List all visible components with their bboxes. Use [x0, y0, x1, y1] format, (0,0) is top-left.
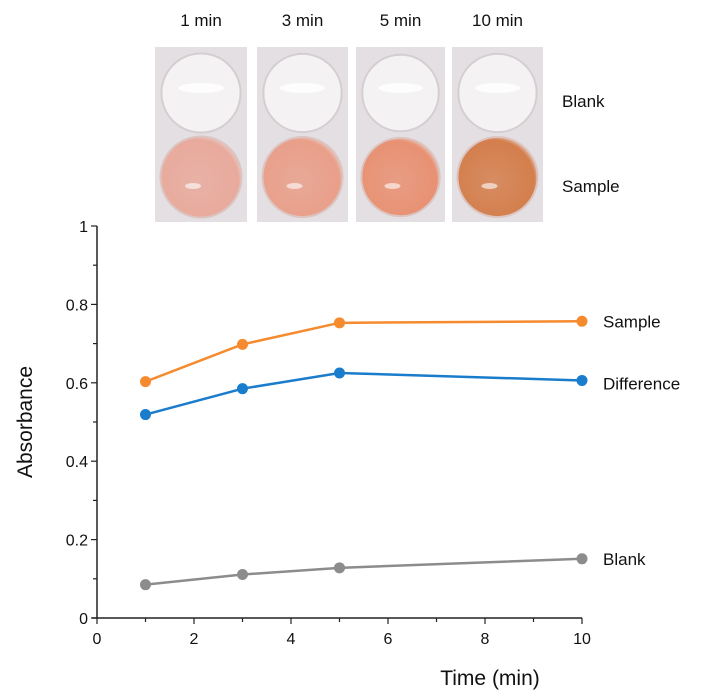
data-point-sample	[334, 317, 345, 329]
y-tick-label: 0.8	[66, 297, 88, 314]
data-point-difference	[334, 367, 345, 379]
time-label: 5 min	[380, 11, 422, 30]
y-tick-label: 0.4	[66, 454, 88, 471]
x-tick-label: 8	[481, 631, 490, 648]
x-tick-label: 0	[93, 631, 102, 648]
legend-label-difference: Difference	[603, 374, 680, 393]
x-tick-label: 2	[190, 631, 199, 648]
y-tick-label: 1	[79, 219, 88, 236]
sample-well	[159, 135, 243, 219]
data-point-blank	[237, 568, 248, 580]
time-label: 10 min	[472, 11, 523, 30]
data-point-difference	[576, 374, 588, 386]
data-point-blank	[576, 553, 588, 565]
sample-well	[261, 135, 344, 219]
data-point-sample	[576, 315, 588, 327]
data-point-difference	[140, 409, 151, 421]
data-point-sample	[140, 376, 151, 388]
series-line-difference	[145, 371, 583, 416]
y-axis-title: Absorbance	[14, 366, 37, 478]
well-highlight	[286, 183, 303, 189]
series-line-blank	[145, 557, 583, 586]
y-tick-label: 0.2	[66, 533, 88, 550]
well-highlight	[178, 83, 224, 93]
well-highlight	[481, 183, 498, 189]
data-point-blank	[334, 562, 345, 574]
row-label-blank: Blank	[562, 92, 605, 111]
time-label: 3 min	[282, 11, 324, 30]
x-tick-label: 6	[384, 631, 393, 648]
legend-label-blank: Blank	[603, 550, 646, 569]
data-point-difference	[237, 383, 248, 395]
time-label: 1 min	[180, 11, 222, 30]
row-label-sample: Sample	[562, 177, 620, 196]
data-point-blank	[140, 579, 151, 591]
data-point-sample	[237, 338, 248, 350]
sample-well	[456, 135, 539, 219]
sample-well	[360, 136, 441, 218]
legend-label-sample: Sample	[603, 312, 661, 331]
well-photo-panel: 1 min 3 min 5 min 10 min Blank Sample	[155, 11, 620, 222]
well-highlight	[384, 183, 401, 189]
x-tick-label: 10	[573, 631, 591, 648]
series-line-sample	[145, 320, 583, 383]
x-axis-title: Time (min)	[440, 667, 540, 690]
x-tick-label: 4	[287, 631, 296, 648]
well-highlight	[185, 183, 201, 189]
y-tick-label: 0	[79, 611, 88, 628]
well-highlight	[378, 83, 423, 93]
well-highlight	[279, 83, 326, 93]
y-tick-label: 0.6	[66, 376, 88, 393]
well-highlight	[474, 83, 521, 93]
